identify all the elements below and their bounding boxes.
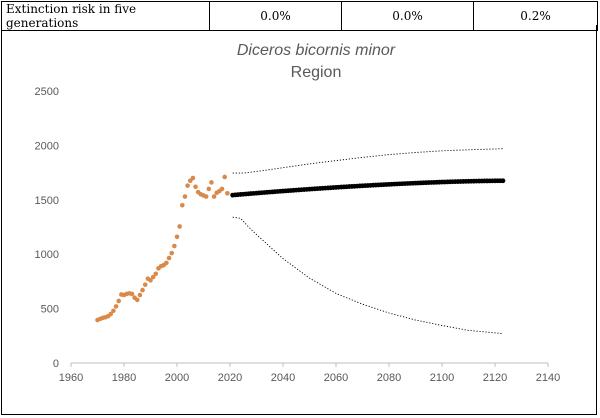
observed-point xyxy=(203,194,209,199)
x-tick-label: 2120 xyxy=(483,372,507,384)
observed-point xyxy=(134,297,140,303)
chart-title: Diceros bicornis minor xyxy=(237,42,396,59)
x-tick-label: 1960 xyxy=(59,372,83,384)
observed-point xyxy=(206,186,212,192)
lower-bound-line xyxy=(232,216,503,335)
y-tick-label: 1500 xyxy=(35,195,59,207)
observed-point xyxy=(108,311,114,317)
x-tick-label: 2100 xyxy=(430,372,454,384)
observed-point xyxy=(177,224,182,229)
observed-point xyxy=(182,194,188,199)
observed-point xyxy=(172,243,177,249)
observed-point xyxy=(180,202,185,208)
x-tick-label: 1980 xyxy=(112,372,136,384)
observed-point xyxy=(150,274,156,280)
y-tick-label: 2500 xyxy=(35,86,59,98)
observed-point xyxy=(164,260,169,266)
observed-point xyxy=(185,183,190,188)
chart-frame xyxy=(1,25,597,415)
observed-point xyxy=(148,278,153,283)
observed-point xyxy=(225,190,230,196)
projected-point xyxy=(500,178,506,184)
y-tick-label: 2000 xyxy=(35,140,59,152)
observed-point xyxy=(111,308,116,314)
observed-point xyxy=(142,282,148,287)
observed-point xyxy=(219,186,225,192)
y-tick-label: 1000 xyxy=(35,249,59,261)
observed-point xyxy=(169,250,174,256)
observed-point xyxy=(137,292,143,298)
extinction-risk-table: Extinction risk in five generations 0.0%… xyxy=(1,1,598,31)
observed-point xyxy=(209,180,214,185)
x-tick-label: 2140 xyxy=(536,372,560,384)
y-tick-label: 0 xyxy=(53,358,59,370)
observed-point xyxy=(174,234,180,240)
y-tick-label: 500 xyxy=(41,304,59,316)
observed-point xyxy=(190,175,196,181)
observed-point xyxy=(113,304,119,309)
risk-value-3: 0.2% xyxy=(473,1,598,31)
x-tick-label: 2020 xyxy=(218,372,242,384)
observed-point xyxy=(166,255,172,261)
x-tick-label: 2040 xyxy=(271,372,295,384)
observed-point xyxy=(129,291,135,297)
observed-point xyxy=(140,287,145,293)
observed-point xyxy=(153,271,159,277)
extinction-risk-row: Extinction risk in five generations 0.0%… xyxy=(1,1,598,31)
observed-point xyxy=(222,174,227,180)
observed-point xyxy=(193,184,198,190)
x-tick-label: 2000 xyxy=(165,372,189,384)
x-tick-label: 2060 xyxy=(324,372,348,384)
extinction-risk-label: Extinction risk in five generations xyxy=(1,1,210,31)
chart-subtitle: Region xyxy=(291,64,342,81)
observed-point xyxy=(116,298,121,304)
observed-point xyxy=(211,194,217,199)
x-tick-label: 2080 xyxy=(377,372,401,384)
risk-value-2: 0.0% xyxy=(341,1,474,31)
risk-value-1: 0.0% xyxy=(209,1,342,31)
upper-bound-line xyxy=(232,148,503,174)
